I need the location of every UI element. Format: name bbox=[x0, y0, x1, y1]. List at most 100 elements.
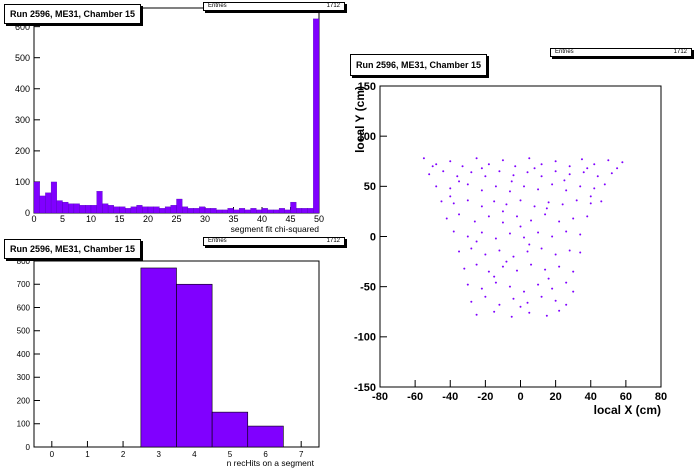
xy-point bbox=[544, 213, 547, 216]
xy-ylabel: local Y (cm) bbox=[353, 86, 367, 153]
xy-xlabel: local X (cm) bbox=[594, 403, 661, 417]
nhits-stats-value: 1712 bbox=[326, 238, 340, 244]
xy-point bbox=[579, 251, 582, 254]
nhits-ytick-label: 600 bbox=[17, 303, 31, 312]
chi2-bar bbox=[221, 209, 228, 214]
xy-xtick-label: 0 bbox=[517, 391, 523, 403]
xy-point bbox=[565, 230, 568, 233]
xy-ytick-label: 0 bbox=[370, 231, 376, 243]
xy-point bbox=[475, 313, 478, 316]
xy-title: Run 2596, ME31, Chamber 15 bbox=[350, 54, 488, 76]
chi2-bar bbox=[113, 206, 120, 214]
nhits-ytick-label: 500 bbox=[17, 327, 31, 336]
xy-point bbox=[579, 185, 582, 188]
xy-point bbox=[519, 225, 522, 228]
chi2-bar bbox=[147, 206, 154, 214]
xy-point bbox=[501, 159, 504, 162]
nhits-xtick-label: 3 bbox=[156, 450, 161, 459]
xy-point bbox=[466, 235, 469, 238]
chi2-bar bbox=[227, 208, 234, 214]
nhits-chart: 0 1 2 3 4 5 6 7 0 100 200 300 400 500 600 700 800 n recHi… bbox=[17, 257, 320, 468]
xy-point bbox=[428, 173, 431, 176]
xy-point bbox=[445, 217, 448, 220]
chi2-bar bbox=[45, 192, 52, 214]
nhits-stats: Entries 1712 bbox=[203, 237, 345, 246]
chi2-xtick-label: 45 bbox=[285, 214, 295, 224]
nhits-xtick-label: 0 bbox=[50, 450, 55, 459]
xy-point bbox=[487, 270, 490, 273]
xy-ytick-label: -150 bbox=[354, 382, 376, 394]
chi2-bar bbox=[199, 206, 206, 214]
chi2-ytick-label: 400 bbox=[15, 84, 30, 94]
chi2-xtick-label: 20 bbox=[143, 214, 153, 224]
xy-point bbox=[575, 199, 578, 202]
xy-point bbox=[568, 165, 571, 168]
xy-point bbox=[508, 190, 511, 193]
chi2-ytick-label: 600 bbox=[15, 22, 30, 32]
xy-point bbox=[565, 189, 568, 192]
xy-point bbox=[572, 217, 575, 220]
chi2-bar bbox=[56, 200, 63, 214]
xy-xtick-label: 60 bbox=[620, 391, 632, 403]
chi2-bar bbox=[39, 195, 46, 214]
chi2-xtick-label: 35 bbox=[228, 214, 238, 224]
chi2-bar bbox=[216, 209, 223, 214]
chi2-chart: 0 5 10 15 20 25 30 35 40 45 500100200300400500600s… bbox=[15, 7, 324, 234]
chi2-ytick-label: 0 bbox=[25, 208, 30, 218]
xy-point bbox=[435, 163, 438, 166]
nhits-bar bbox=[211, 411, 249, 448]
chi2-bar bbox=[153, 206, 160, 214]
chi2-bar bbox=[261, 208, 268, 214]
xy-point bbox=[473, 220, 476, 223]
chi2-bar bbox=[307, 208, 314, 214]
xy-point bbox=[431, 165, 434, 168]
chi2-bar bbox=[85, 205, 92, 214]
chi2-bar bbox=[296, 208, 303, 214]
xy-xtick-label: -20 bbox=[477, 391, 493, 403]
xy-point bbox=[551, 287, 554, 290]
xy-point bbox=[528, 157, 531, 160]
xy-point bbox=[442, 170, 445, 173]
chi2-bar bbox=[164, 206, 171, 214]
xy-point bbox=[494, 237, 497, 240]
chi2-bar bbox=[73, 203, 80, 214]
xy-point bbox=[537, 231, 540, 234]
xy-point bbox=[480, 189, 483, 192]
nhits-ytick-label: 200 bbox=[17, 396, 31, 405]
xy-frame bbox=[379, 85, 662, 388]
xy-point bbox=[544, 268, 547, 271]
chi2-bar bbox=[313, 18, 320, 214]
xy-point bbox=[505, 203, 508, 206]
nhits-ytick-label: 300 bbox=[17, 373, 31, 382]
xy-xtick-label: -60 bbox=[407, 391, 423, 403]
nhits-xtick-label: 7 bbox=[299, 450, 304, 459]
chi2-bar bbox=[278, 208, 285, 214]
nhits-bar bbox=[247, 425, 284, 448]
nhits-xtick-label: 5 bbox=[228, 450, 233, 459]
chi2-stats: Entries 1712 bbox=[203, 2, 345, 11]
xy-point bbox=[505, 260, 508, 263]
xy-point bbox=[458, 213, 461, 216]
xy-point bbox=[558, 309, 561, 312]
nhits-ytick-label: 700 bbox=[17, 280, 31, 289]
xy-point bbox=[603, 183, 606, 186]
xy-point bbox=[572, 270, 575, 273]
xy-point bbox=[523, 290, 526, 293]
xy-xtick-label: -80 bbox=[372, 391, 388, 403]
chi2-bar bbox=[250, 208, 257, 214]
xy-point bbox=[452, 202, 455, 205]
xy-point bbox=[547, 277, 550, 280]
chi2-bar bbox=[170, 205, 177, 214]
xy-point bbox=[498, 170, 501, 173]
xy-point bbox=[484, 295, 487, 298]
xy-point bbox=[523, 236, 526, 239]
xy-stats-value: 1712 bbox=[673, 49, 687, 55]
xy-point bbox=[558, 265, 561, 268]
xy-point bbox=[475, 263, 478, 266]
xy-point bbox=[470, 171, 473, 174]
nhits-bar bbox=[176, 283, 213, 448]
xy-xtick-label: 20 bbox=[550, 391, 562, 403]
xy-point bbox=[440, 200, 443, 203]
xy-point bbox=[565, 303, 568, 306]
chi2-xtick-label: 50 bbox=[314, 214, 324, 224]
